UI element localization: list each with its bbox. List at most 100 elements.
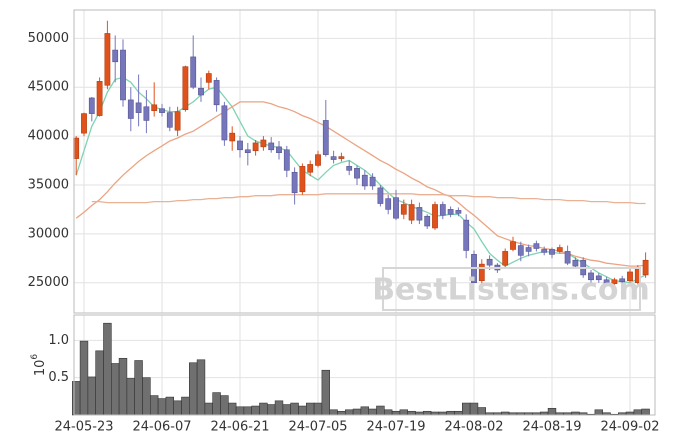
candle-body [322,120,329,155]
volume-bar [360,406,369,416]
volume-bar [235,406,245,416]
volume-bar [407,410,416,416]
volume-bar [142,377,151,416]
watermark: BestListens.com [372,267,650,311]
candle-body [291,171,298,194]
volume-bar [641,408,650,416]
candle-body [408,204,415,221]
volume-bar [196,359,206,416]
volume-bar [454,410,463,416]
candle-body [174,111,181,131]
volume-bar [298,405,307,416]
volume-bar [243,406,252,416]
candle-body [276,146,282,154]
candle-body [533,243,540,249]
candle-body [361,174,368,187]
candle-body [120,49,126,101]
volume-bar [594,409,604,416]
plot-frame [73,9,656,314]
candle-body [159,108,165,113]
x-tick-label: 24-07-19 [366,420,425,435]
candle-body [416,207,423,221]
volume-bar [469,402,479,416]
candle-body [221,105,228,141]
volume-bar [547,407,557,416]
candle-body [260,139,267,148]
candle-body [182,66,189,110]
volume-bar [477,407,486,416]
candle-body [619,278,626,283]
volume-bar [313,402,323,416]
candle-body [525,247,532,252]
x-tick-label: 24-06-07 [132,420,191,435]
candle-body [603,279,610,284]
y-tick-label: 1.0 [48,333,69,348]
candle-body [338,156,345,159]
candle-body [143,106,150,121]
volume-bar [422,410,432,416]
candle-body [517,245,524,256]
candle-body [369,176,376,187]
candle-body [166,112,173,128]
candle-body [135,102,142,113]
volume-bar [368,408,377,416]
candle-body [541,249,548,253]
candle-body [151,104,158,111]
watermark-text: BestListens.com [372,273,650,308]
volume-bar [228,402,237,416]
volume-bar [376,405,385,416]
candle-body [595,275,602,281]
candle-body [478,263,485,282]
candle-body [112,49,119,63]
y-tick-label: 50000 [28,31,69,46]
candle-body [564,251,571,264]
candle-body [252,142,259,152]
candle-body [510,241,516,250]
candle-body [299,166,306,193]
y-axis-label-exponent: 6 [30,354,40,360]
volume-bar [383,409,393,416]
candle-body [244,149,251,154]
x-tick-label: 24-06-21 [210,420,269,435]
x-tick-label: 24-07-05 [288,420,347,435]
candle-body [198,87,204,96]
candle-body [572,259,579,267]
candle-body [190,56,197,88]
candle-body [556,247,563,252]
candle-body [81,113,87,134]
candle-body [377,187,384,204]
candle-body [486,258,493,266]
volume-bar [282,404,291,416]
candle-body [283,149,290,171]
y-axis-label: 106 [30,354,48,377]
volume-bar [126,378,136,416]
candle-body [229,132,236,142]
watermark-box [382,267,641,311]
candle-body [205,73,212,83]
y-axis-label-base: 10 [33,360,48,377]
candle-body [439,204,446,216]
volume-bar [150,395,159,416]
volume-bar [87,376,97,416]
candle-body [549,249,555,255]
volume-bar [290,402,299,416]
candle-body [400,204,407,215]
candle-body [502,251,509,266]
x-tick-label: 24-09-02 [600,420,659,435]
volume-bar [220,395,229,416]
candle-body [268,142,275,151]
candle-body [354,168,360,179]
candle-body [385,198,392,210]
candle-body [455,210,462,214]
candle-body [213,80,220,106]
volume-bar [329,409,338,416]
candle-body [642,259,649,276]
candle-body [463,219,470,251]
volume-bar [165,396,174,416]
volume-bar [266,404,276,416]
volume-bar [259,402,268,416]
candle-body [611,279,618,284]
volume-bar [251,405,260,416]
y-tick-label: 35000 [28,177,69,192]
